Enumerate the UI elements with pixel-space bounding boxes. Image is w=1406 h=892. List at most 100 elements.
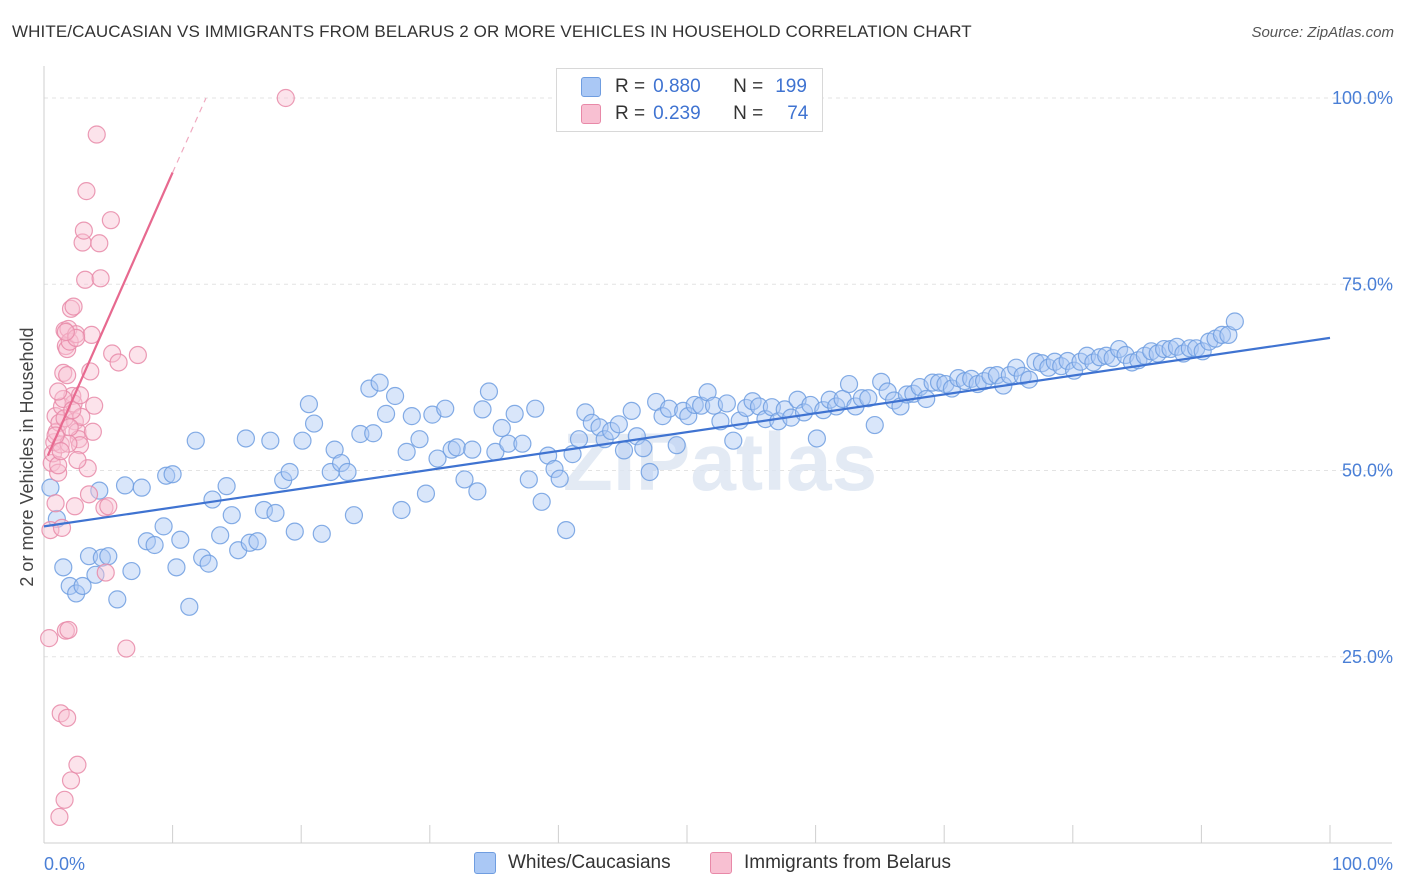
legend-swatch-belarus [710, 852, 732, 874]
point-whites [622, 401, 641, 420]
point-belarus [70, 436, 90, 455]
point-whites [163, 465, 182, 484]
point-whites [839, 374, 859, 394]
point-belarus [101, 211, 120, 230]
legend-swatch-belarus [581, 104, 601, 124]
point-whites [545, 459, 564, 479]
point-belarus [77, 182, 96, 201]
tick-labels: 25.0% 50.0% 75.0% 100.0% 0.0% 100.0% [44, 88, 1393, 874]
point-whites [402, 407, 421, 426]
n-label: N = [733, 103, 764, 124]
point-belarus [83, 422, 102, 441]
point-whites [614, 441, 634, 460]
point-whites [370, 373, 389, 392]
point-whites [293, 431, 312, 450]
y-tick-label: 25.0% [1342, 647, 1393, 667]
point-whites [385, 386, 405, 406]
point-belarus [276, 88, 295, 108]
point-whites [211, 526, 230, 545]
point-belarus [99, 497, 118, 516]
point-whites [659, 399, 679, 418]
point-belarus [59, 434, 78, 453]
x-tick-label: 100.0% [1332, 854, 1393, 874]
trend-line-belarus [46, 172, 174, 457]
point-whites [820, 390, 839, 409]
point-belarus [49, 382, 68, 401]
point-whites [859, 389, 878, 408]
point-whites [1090, 348, 1109, 367]
point-whites [674, 401, 693, 420]
point-whites [1019, 370, 1039, 389]
point-whites [397, 442, 416, 461]
point-belarus [40, 629, 59, 648]
point-belarus [58, 366, 77, 385]
point-belarus [117, 639, 136, 658]
point-whites [240, 533, 259, 552]
point-belarus [79, 485, 99, 504]
point-whites [410, 430, 429, 449]
point-whites [1212, 325, 1232, 345]
point-belarus [51, 442, 70, 461]
point-whites [222, 506, 241, 525]
r-value-whites: 0.880 [653, 76, 701, 97]
point-belarus [61, 299, 81, 318]
point-belarus [61, 771, 81, 790]
legend-row-whites: R = 0.880 N = 199 [581, 75, 807, 99]
point-whites [99, 547, 118, 566]
legend-item-whites: Whites/Caucasians [474, 852, 671, 874]
point-whites [41, 478, 60, 497]
point-whites [304, 414, 324, 433]
point-belarus [68, 450, 87, 470]
grid-lines [44, 97, 1392, 658]
point-whites [679, 407, 698, 426]
point-whites [186, 431, 205, 450]
point-whites [455, 470, 474, 489]
point-belarus [65, 497, 84, 516]
n-value-belarus: 74 [787, 103, 809, 124]
point-whites [513, 434, 532, 453]
point-belarus [109, 353, 128, 372]
point-whites [532, 492, 551, 511]
r-label: R = [615, 103, 646, 124]
point-belarus [49, 463, 68, 482]
point-whites [312, 524, 331, 543]
point-whites [717, 394, 736, 413]
point-whites [199, 554, 218, 573]
point-whites [157, 466, 176, 485]
trend-line-belarus-extension [172, 97, 207, 173]
point-belarus [87, 125, 106, 144]
point-whites [987, 366, 1007, 385]
point-whites [90, 481, 109, 500]
point-whites [338, 462, 357, 482]
point-whites [667, 436, 686, 455]
point-whites [1225, 312, 1244, 331]
point-belarus [46, 494, 65, 513]
point-whites [331, 453, 351, 473]
point-whites [505, 404, 524, 423]
r-value-belarus: 0.239 [653, 103, 701, 124]
y-tick-label: 75.0% [1342, 274, 1393, 294]
legend-item-belarus: Immigrants from Belarus [710, 852, 951, 874]
legend-swatch-whites [474, 852, 496, 874]
legend-label-whites: Whites/Caucasians [508, 852, 671, 873]
point-whites [519, 470, 538, 489]
legend-row-belarus: R = 0.239 N = 74 [581, 102, 808, 126]
point-whites [463, 440, 482, 459]
series-legend: Whites/Caucasians Immigrants from Belaru… [0, 852, 1406, 878]
point-whites [266, 503, 285, 523]
legend-swatch-whites [581, 77, 601, 97]
point-whites [473, 400, 492, 419]
point-whites [285, 522, 304, 541]
point-whites [54, 558, 73, 577]
point-whites [145, 535, 164, 555]
point-whites [248, 532, 267, 551]
point-whites [108, 590, 127, 609]
point-whites [492, 418, 511, 438]
point-whites [344, 506, 364, 525]
trend-line-whites [43, 336, 1331, 528]
point-belarus [64, 297, 83, 316]
y-axis-label: 2 or more Vehicles in Household [17, 327, 37, 586]
point-whites [807, 429, 826, 448]
point-belarus [68, 755, 87, 774]
